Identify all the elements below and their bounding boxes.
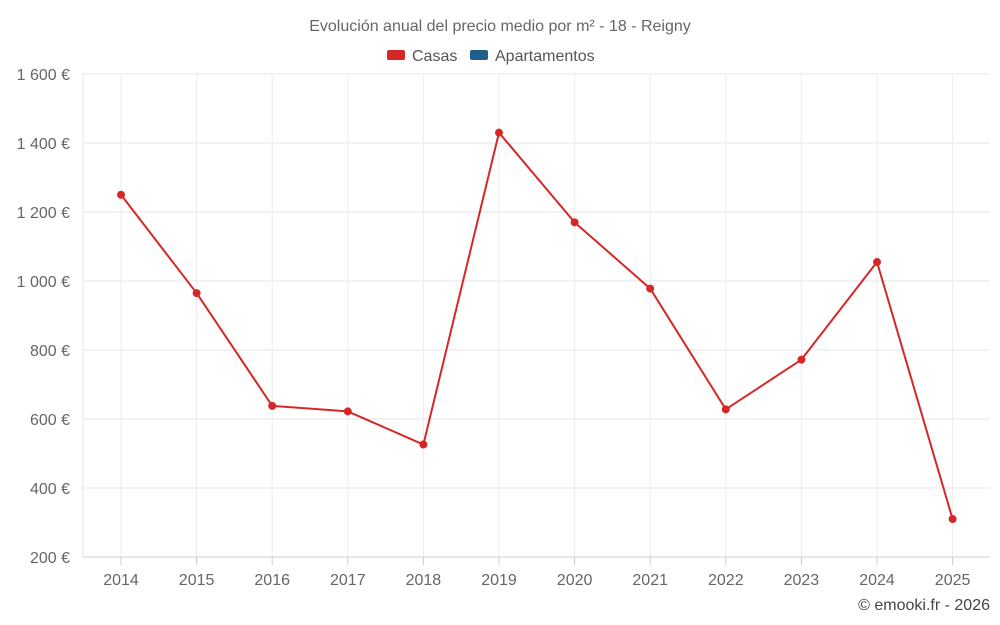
y-tick-label: 400 € (30, 481, 70, 498)
y-tick-label: 1 600 € (17, 67, 70, 84)
data-point[interactable] (419, 440, 428, 449)
data-point[interactable] (797, 355, 806, 364)
legend-label-apartamentos: Apartamentos (495, 48, 595, 65)
legend-label-casas: Casas (412, 48, 457, 65)
data-point[interactable] (192, 289, 201, 298)
y-axis-ticks: 200 € 400 € 600 € 800 € 1 000 € 1 200 € 1 400 … (17, 67, 70, 567)
data-point[interactable] (495, 128, 503, 137)
x-tick-label: 2025 (935, 572, 971, 589)
data-point[interactable] (948, 515, 957, 524)
grid-lines (83, 73, 990, 557)
x-tick-label: 2017 (330, 572, 366, 589)
series-line-casas (120, 131, 954, 520)
x-tick-label: 2015 (179, 572, 215, 589)
chart-title: Evolución anual del precio medio por m² … (309, 18, 691, 35)
x-tick-label: 2023 (784, 572, 820, 589)
legend-item-casas[interactable]: Casas (387, 48, 457, 65)
data-point[interactable] (646, 284, 655, 293)
data-point[interactable] (268, 401, 277, 410)
axes (82, 74, 990, 565)
x-tick-label: 2020 (557, 572, 593, 589)
credit-text[interactable]: © emooki.fr - 2026 (858, 597, 990, 614)
x-tick-label: 2014 (103, 572, 139, 589)
x-tick-label: 2019 (481, 572, 517, 589)
y-tick-label: 200 € (30, 550, 70, 567)
x-tick-label: 2024 (859, 572, 895, 589)
y-tick-label: 1 400 € (17, 136, 70, 153)
x-tick-label: 2021 (632, 572, 668, 589)
y-tick-label: 600 € (30, 412, 70, 429)
data-point[interactable] (873, 258, 881, 267)
legend-item-apartamentos[interactable]: Apartamentos (470, 48, 595, 65)
legend[interactable]: Casas Apartamentos (387, 48, 595, 65)
x-tick-label: 2018 (406, 572, 442, 589)
series-layer (117, 128, 957, 524)
x-axis-ticks: 2014 2015 2016 2017 2018 2019 2020 2021 2022 2023… (103, 572, 970, 589)
x-tick-label: 2022 (708, 572, 744, 589)
data-point[interactable] (343, 407, 352, 416)
data-point[interactable] (570, 218, 579, 227)
legend-swatch-casas (387, 50, 405, 60)
y-tick-label: 800 € (30, 343, 70, 360)
legend-swatch-apartamentos (470, 50, 488, 60)
y-tick-label: 1 000 € (17, 274, 70, 291)
data-point[interactable] (721, 405, 730, 414)
x-tick-label: 2016 (254, 572, 290, 589)
y-tick-label: 1 200 € (17, 205, 70, 222)
data-point[interactable] (117, 190, 125, 199)
